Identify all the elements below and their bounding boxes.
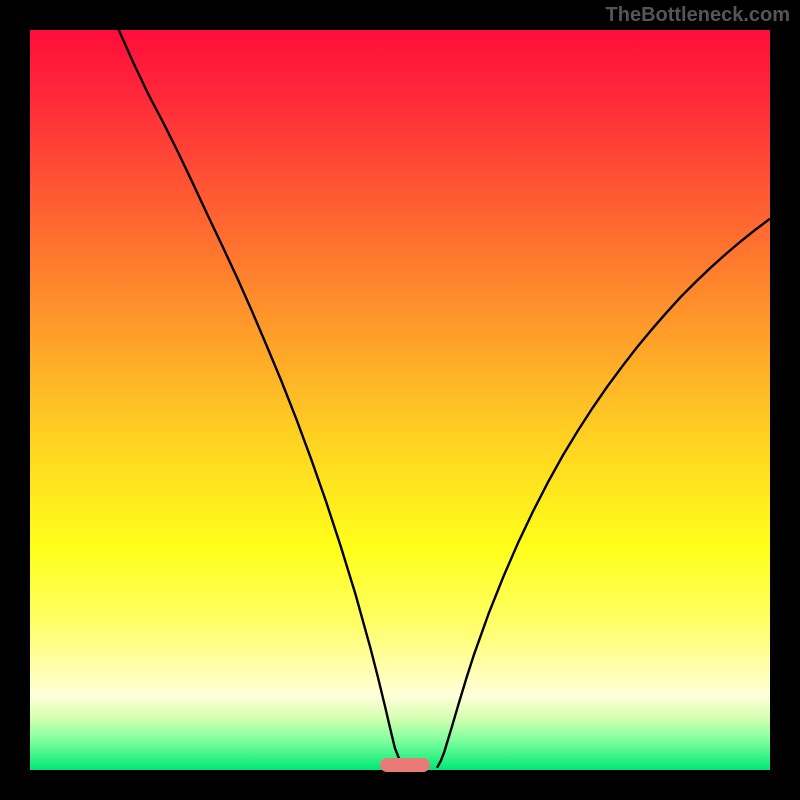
minimum-marker [380, 758, 430, 772]
watermark-text: TheBottleneck.com [606, 4, 790, 27]
bottleneck-chart [0, 0, 800, 800]
chart-container: TheBottleneck.com [0, 0, 800, 800]
chart-plot-area [30, 30, 770, 770]
